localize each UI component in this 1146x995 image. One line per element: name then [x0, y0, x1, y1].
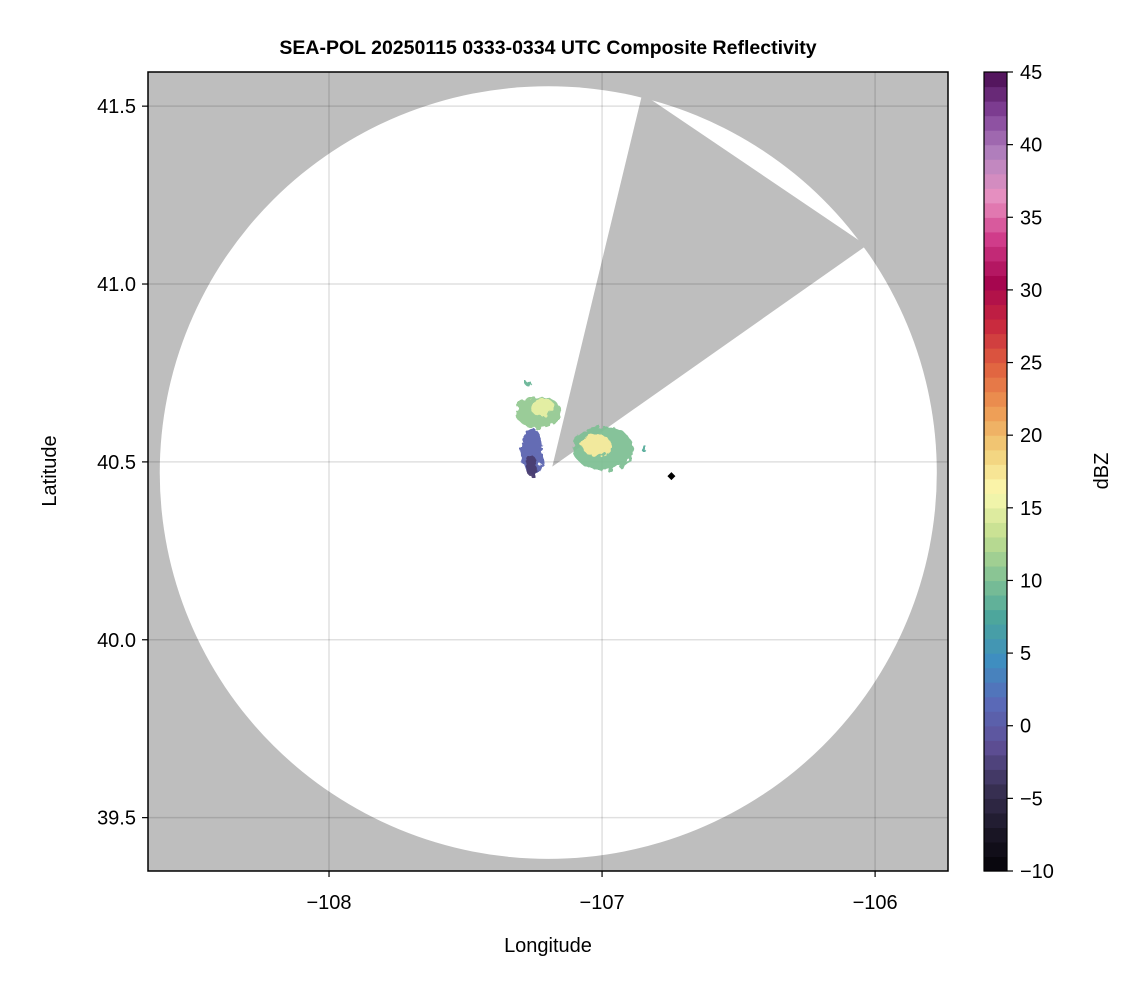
colorbar-bin [984, 667, 1007, 683]
colorbar-bin [984, 856, 1007, 872]
colorbar-bin [984, 464, 1007, 480]
colorbar-bin [984, 783, 1007, 799]
colorbar-bin [984, 435, 1007, 451]
reflectivity-echo [640, 444, 646, 452]
colorbar-tick-label: 35 [1020, 207, 1042, 229]
colorbar-tick-label: 30 [1020, 280, 1042, 302]
colorbar-bin [984, 202, 1007, 218]
colorbar-tick-label: 10 [1020, 570, 1042, 592]
reflectivity-echo [581, 434, 612, 456]
reflectivity-echo [525, 380, 532, 387]
colorbar-bin [984, 740, 1007, 756]
colorbar-tick-label: 0 [1020, 716, 1031, 738]
colorbar-bin [984, 812, 1007, 829]
colorbar-bin [984, 696, 1007, 712]
colorbar-bin [984, 406, 1007, 422]
colorbar-bin [984, 493, 1007, 509]
colorbar-bin [984, 449, 1007, 465]
colorbar-tick-label: 15 [1020, 498, 1042, 520]
y-tick-label: 40.5 [97, 452, 136, 474]
colorbar-bin [984, 72, 1007, 88]
colorbar-bin [984, 594, 1007, 611]
colorbar-bin [984, 173, 1007, 189]
chart-title: SEA-POL 20250115 0333-0334 UTC Composite… [279, 37, 816, 59]
y-axis-label: Latitude [39, 435, 61, 506]
colorbar-bin [984, 260, 1007, 276]
y-tick-label: 40.0 [97, 630, 136, 652]
colorbar-bin [984, 551, 1007, 567]
colorbar-bin [984, 159, 1007, 175]
colorbar-bin [984, 275, 1007, 291]
x-axis: −108 −107 −106 [306, 871, 898, 914]
colorbar-bin [984, 754, 1007, 770]
colorbar-bin [984, 391, 1007, 407]
colorbar-label: dBZ [1091, 453, 1113, 490]
plot-content [148, 72, 948, 871]
x-tick-label: −106 [853, 892, 898, 914]
y-tick-label: 39.5 [97, 808, 136, 830]
colorbar-bin [984, 246, 1007, 262]
colorbar-bin [984, 478, 1007, 494]
colorbar-tick-label: −10 [1020, 861, 1054, 883]
colorbar-bin [984, 420, 1007, 436]
y-axis: 39.5 40.0 40.5 41.0 41.5 [97, 96, 148, 830]
colorbar: −10 −5 0 5 10 15 20 25 30 35 40 45 [983, 62, 1054, 883]
colorbar-bin [984, 377, 1007, 393]
colorbar-bin [984, 565, 1007, 582]
colorbar-tick-label: 40 [1020, 135, 1042, 157]
colorbar-bin [984, 507, 1007, 523]
x-tick-label: −107 [580, 892, 625, 914]
colorbar-bin [984, 289, 1007, 306]
x-tick-label: −108 [306, 892, 351, 914]
colorbar-bin [984, 101, 1007, 117]
blocked-sector [552, 93, 867, 467]
colorbar-bin [984, 362, 1007, 378]
colorbar-tick-label: 5 [1020, 643, 1031, 665]
colorbar-bin [984, 115, 1007, 131]
colorbar-bin [984, 217, 1007, 233]
colorbar-bin [984, 841, 1007, 858]
plot-area [147, 71, 949, 872]
colorbar-tick-label: −5 [1020, 788, 1043, 810]
colorbar-bin [984, 144, 1007, 160]
radar-coverage-area [159, 86, 937, 859]
colorbar-bin [984, 536, 1007, 552]
colorbar-bin [984, 653, 1007, 669]
reflectivity-echo [525, 454, 537, 477]
colorbar-tick-label: 45 [1020, 62, 1042, 84]
colorbar-bin [984, 827, 1007, 843]
colorbar-bin [984, 624, 1007, 640]
x-axis-label: Longitude [504, 935, 592, 957]
plot-frame [147, 71, 949, 872]
colorbar-bin [984, 86, 1007, 102]
colorbar-bin [984, 798, 1007, 814]
colorbar-tick-label: 20 [1020, 425, 1042, 447]
colorbar-bin [984, 348, 1007, 364]
colorbar-bin [984, 333, 1007, 349]
colorbar-bin [984, 682, 1007, 698]
colorbar-frame [983, 71, 1008, 872]
colorbar-bin [984, 580, 1007, 596]
colorbar-bin [984, 711, 1007, 727]
colorbar-bin [984, 304, 1007, 320]
colorbar-tick-label: 25 [1020, 353, 1042, 375]
colorbar-bin [984, 318, 1007, 335]
colorbar-bin [984, 130, 1007, 146]
colorbar-bin [984, 609, 1007, 625]
reflectivity-echo [529, 397, 555, 416]
colorbar-bin [984, 231, 1007, 247]
colorbar-bin [984, 188, 1007, 204]
colorbar-bin [984, 638, 1007, 654]
colorbar-bin [984, 769, 1007, 785]
y-tick-label: 41.5 [97, 96, 136, 118]
colorbar-bin [984, 725, 1007, 741]
radar-marker-diamond [667, 472, 676, 481]
colorbar-bin [984, 522, 1007, 538]
y-tick-label: 41.0 [97, 274, 136, 296]
